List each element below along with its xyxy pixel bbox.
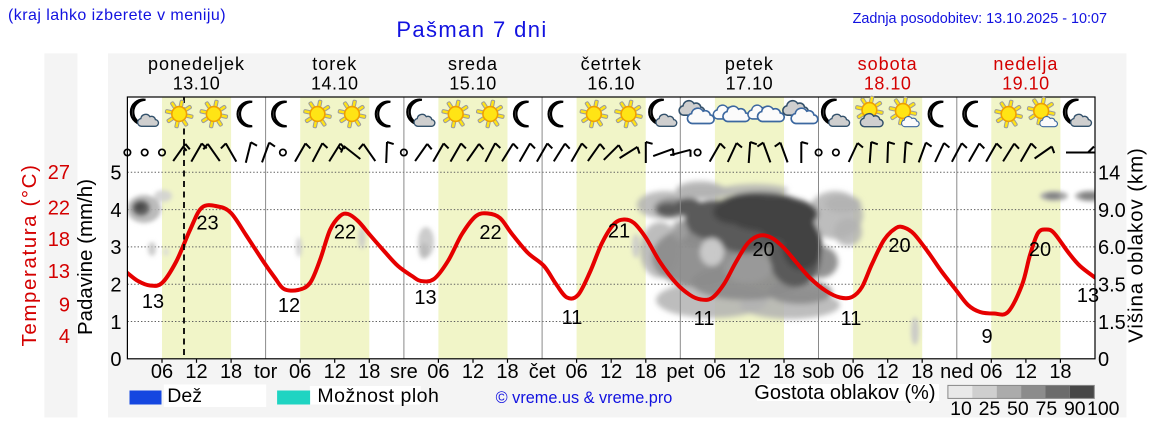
svg-text:sreda: sreda xyxy=(448,54,498,74)
svg-text:tor: tor xyxy=(254,361,278,383)
svg-text:13: 13 xyxy=(142,291,164,313)
svg-text:sob: sob xyxy=(802,361,834,383)
svg-text:12: 12 xyxy=(462,361,484,383)
svg-text:9: 9 xyxy=(59,294,70,316)
svg-text:© vreme.us & vreme.pro: © vreme.us & vreme.pro xyxy=(496,389,673,407)
svg-text:17.10: 17.10 xyxy=(726,74,774,94)
svg-text:6.0: 6.0 xyxy=(1098,237,1126,259)
svg-text:90: 90 xyxy=(1064,398,1086,420)
svg-text:13.10: 13.10 xyxy=(173,74,221,94)
svg-text:sre: sre xyxy=(390,361,418,383)
svg-text:20: 20 xyxy=(1029,239,1051,261)
svg-text:27: 27 xyxy=(48,162,70,184)
svg-text:22: 22 xyxy=(334,222,356,244)
svg-text:21: 21 xyxy=(608,221,630,243)
svg-text:sobota: sobota xyxy=(858,54,918,74)
svg-text:Padavine (mm/h): Padavine (mm/h) xyxy=(74,179,97,335)
svg-text:06: 06 xyxy=(427,361,449,383)
svg-text:18: 18 xyxy=(773,361,795,383)
svg-text:06: 06 xyxy=(289,361,311,383)
svg-text:ned: ned xyxy=(940,361,973,383)
svg-text:11: 11 xyxy=(562,307,583,329)
svg-text:Pašman 7 dni: Pašman 7 dni xyxy=(396,17,547,42)
svg-text:18: 18 xyxy=(48,229,70,251)
svg-text:18: 18 xyxy=(911,361,933,383)
svg-text:19.10: 19.10 xyxy=(1002,74,1050,94)
svg-text:(kraj lahko izberete v meniju): (kraj lahko izberete v meniju) xyxy=(8,7,226,24)
svg-text:15.10: 15.10 xyxy=(449,74,497,94)
svg-text:nedelja: nedelja xyxy=(993,54,1058,74)
svg-text:9.0: 9.0 xyxy=(1098,200,1126,222)
svg-text:12: 12 xyxy=(1015,361,1037,383)
svg-text:12: 12 xyxy=(278,295,300,317)
svg-text:23: 23 xyxy=(196,213,218,235)
svg-text:11: 11 xyxy=(694,308,715,330)
svg-text:11: 11 xyxy=(841,308,862,330)
svg-text:50: 50 xyxy=(1007,398,1029,420)
svg-text:18: 18 xyxy=(1049,361,1071,383)
svg-text:4: 4 xyxy=(59,326,70,348)
svg-text:22: 22 xyxy=(479,222,501,244)
svg-text:ponedeljek: ponedeljek xyxy=(148,54,245,74)
svg-text:14: 14 xyxy=(1098,163,1120,185)
svg-text:petek: petek xyxy=(725,54,774,74)
svg-text:Dež: Dež xyxy=(167,385,202,407)
svg-text:torek: torek xyxy=(312,54,357,74)
svg-text:5: 5 xyxy=(110,163,121,185)
svg-text:14.10: 14.10 xyxy=(311,74,359,94)
svg-text:Višina oblakov (km): Višina oblakov (km) xyxy=(1125,147,1148,343)
svg-text:18: 18 xyxy=(635,361,657,383)
svg-text:13: 13 xyxy=(48,261,70,283)
svg-text:4: 4 xyxy=(110,200,121,222)
svg-text:13: 13 xyxy=(1077,285,1099,307)
svg-text:12: 12 xyxy=(877,361,899,383)
svg-text:18: 18 xyxy=(358,361,380,383)
svg-text:3.5: 3.5 xyxy=(1098,275,1126,297)
svg-text:Možnost ploh: Možnost ploh xyxy=(317,385,439,407)
svg-text:22: 22 xyxy=(48,198,70,220)
svg-text:16.10: 16.10 xyxy=(587,74,635,94)
svg-text:12: 12 xyxy=(324,361,346,383)
svg-text:Zadnja posodobitev: 13.10.2025: Zadnja posodobitev: 13.10.2025 - 10:07 xyxy=(853,11,1107,27)
svg-text:18: 18 xyxy=(496,361,518,383)
svg-text:2: 2 xyxy=(110,275,121,297)
svg-text:10: 10 xyxy=(950,398,972,420)
svg-text:06: 06 xyxy=(842,361,864,383)
svg-text:13: 13 xyxy=(414,287,436,309)
svg-text:Temperatura (°C): Temperatura (°C) xyxy=(18,163,41,346)
svg-text:čet: čet xyxy=(529,361,556,383)
svg-text:20: 20 xyxy=(752,239,774,261)
svg-text:12: 12 xyxy=(185,361,207,383)
svg-text:9: 9 xyxy=(981,326,992,348)
svg-text:3: 3 xyxy=(110,237,121,259)
svg-text:0: 0 xyxy=(1098,349,1109,371)
svg-text:100: 100 xyxy=(1087,398,1120,420)
svg-text:06: 06 xyxy=(151,361,173,383)
svg-text:četrtek: četrtek xyxy=(581,54,642,74)
svg-text:20: 20 xyxy=(888,235,910,257)
svg-text:18.10: 18.10 xyxy=(864,74,912,94)
svg-text:0: 0 xyxy=(110,349,121,371)
svg-text:1.5: 1.5 xyxy=(1098,312,1126,334)
svg-text:75: 75 xyxy=(1035,398,1057,420)
svg-text:Gostota oblakov (%): Gostota oblakov (%) xyxy=(754,382,935,404)
svg-text:1: 1 xyxy=(110,312,121,334)
svg-text:25: 25 xyxy=(979,398,1001,420)
svg-text:06: 06 xyxy=(566,361,588,383)
svg-text:06: 06 xyxy=(704,361,726,383)
svg-text:pet: pet xyxy=(666,361,694,383)
svg-text:12: 12 xyxy=(600,361,622,383)
svg-text:12: 12 xyxy=(738,361,760,383)
svg-text:06: 06 xyxy=(980,361,1002,383)
svg-text:18: 18 xyxy=(220,361,242,383)
